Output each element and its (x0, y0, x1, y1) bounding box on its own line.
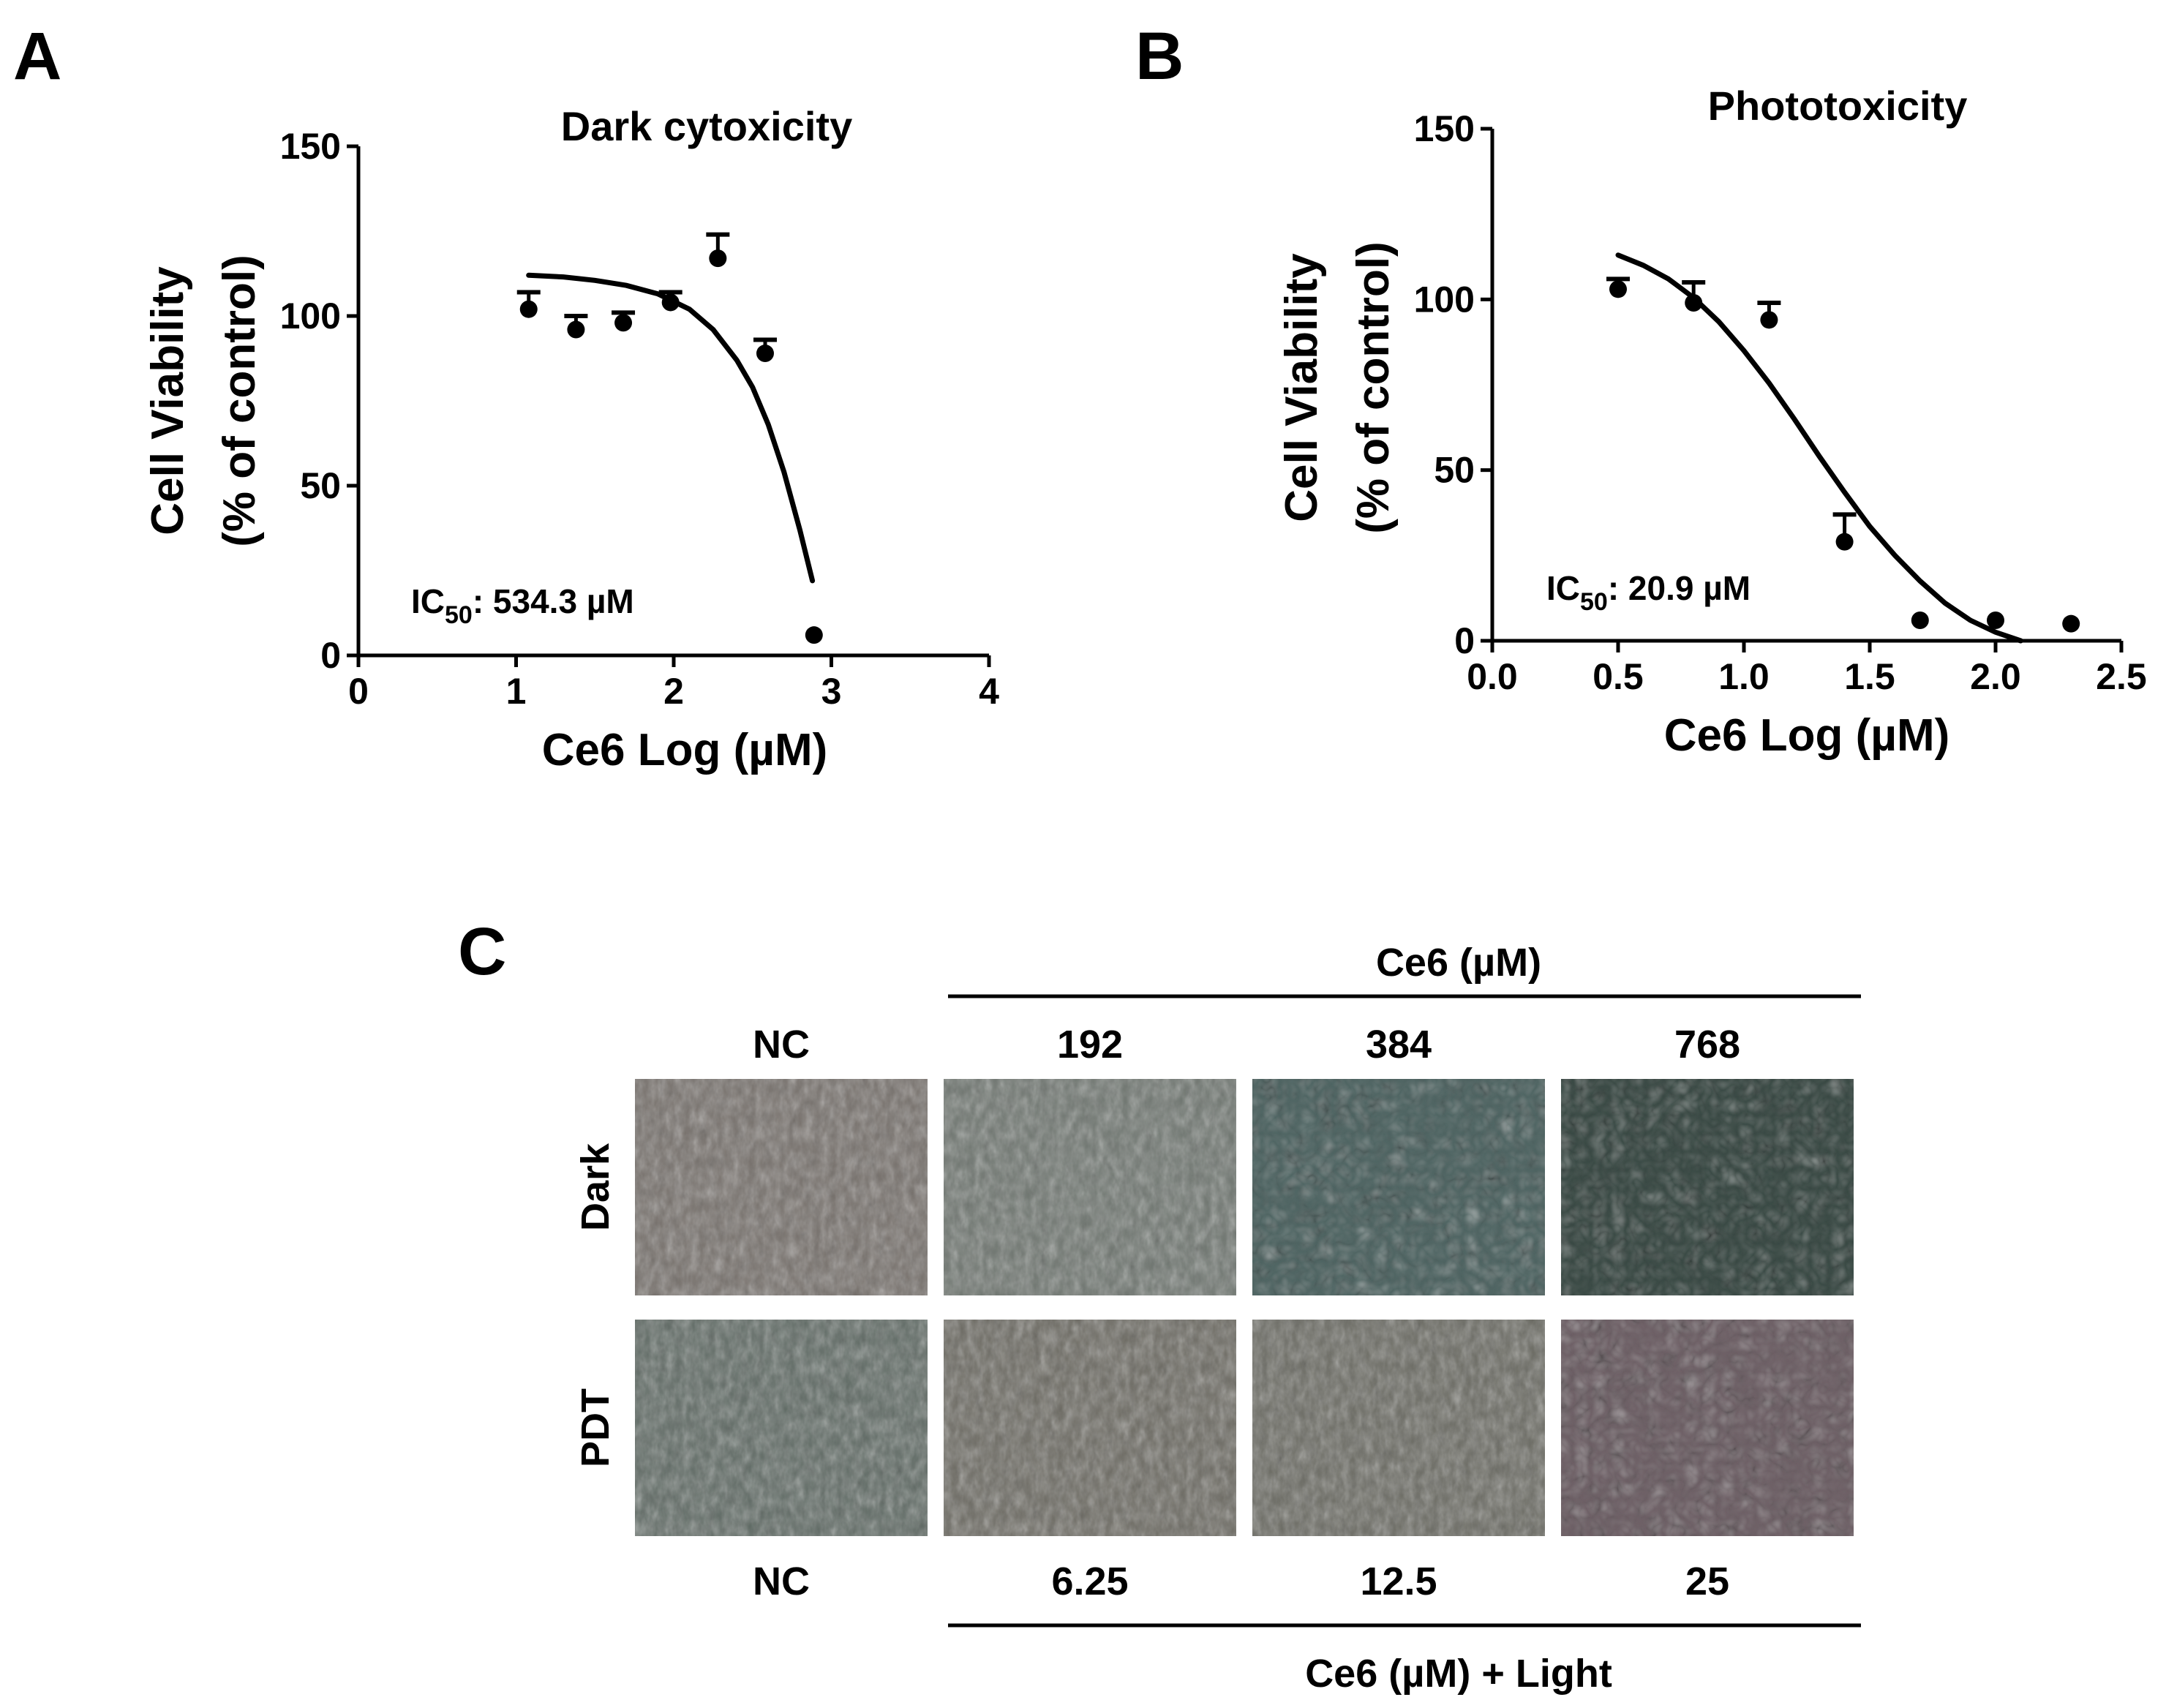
cell-texture (1252, 1079, 1545, 1295)
top-col-label-1: NC (753, 1023, 810, 1066)
ic50-prefix: IC (1546, 569, 1580, 607)
x-axis-label: Ce6 Log (µM) (542, 725, 827, 775)
x-tick-label: 1 (506, 671, 527, 712)
x-tick-label: 2.5 (2096, 656, 2147, 697)
micrograph-pdt-6-25 (944, 1320, 1236, 1536)
cell-texture (1252, 1320, 1545, 1536)
y-axis-label-line2: (% of control) (1348, 241, 1399, 534)
x-tick-label: 4 (979, 671, 999, 712)
data-point (1987, 612, 2004, 629)
top-col-label-2: 192 (1057, 1023, 1123, 1066)
x-tick-label: 0.5 (1592, 656, 1644, 697)
bottom-col-label-1: NC (753, 1560, 810, 1603)
micrograph-pdt-25 (1561, 1320, 1854, 1536)
ic50-subscript: 50 (445, 601, 473, 629)
micrograph-grid: Ce6 (µM) NC 192 384 768 Dark PDT (574, 941, 1861, 1696)
bottom-col-label-3: 12.5 (1360, 1560, 1437, 1603)
chart-title: Dark cytoxicity (561, 103, 852, 149)
panel-letter-b: B (1135, 19, 1184, 94)
y-tick-label: 0 (320, 635, 341, 676)
ic50-annotation: IC50: 20.9 µM (1546, 569, 1751, 616)
data-point (756, 345, 774, 363)
y-tick-label: 150 (1414, 108, 1475, 149)
top-col-label-3: 384 (1366, 1023, 1432, 1066)
ic50-value: : 20.9 µM (1608, 569, 1751, 607)
y-axis-label-line1: Cell Viability (1276, 253, 1327, 522)
panel-letter-a: A (13, 19, 61, 94)
x-tick-label: 1.0 (1718, 656, 1770, 697)
data-point (567, 320, 585, 339)
ic50-value: : 534.3 µM (473, 582, 634, 620)
cell-texture (635, 1079, 928, 1295)
chart-title: Phototoxicity (1708, 83, 1968, 129)
data-point (2062, 614, 2080, 633)
data-point (661, 293, 680, 312)
chart-phototoxicity: Phototoxicity 0 50 100 150 0.0 0.5 1.0 1.5 2.0 2… (1276, 83, 2147, 761)
ic50-subscript: 50 (1580, 588, 1608, 616)
cell-texture (944, 1079, 1236, 1295)
data-point (1609, 280, 1627, 298)
micrograph-dark-768 (1561, 1079, 1854, 1295)
micrograph-dark-192 (944, 1079, 1236, 1295)
micrograph-pdt-12-5 (1252, 1320, 1545, 1536)
micrograph-dark-384 (1252, 1079, 1545, 1295)
x-axis-label: Ce6 Log (µM) (1664, 710, 1949, 761)
row-label-dark: Dark (574, 1143, 617, 1231)
top-col-label-4: 768 (1674, 1023, 1740, 1066)
fit-curve (526, 272, 816, 584)
data-point (709, 249, 727, 268)
micrograph-pdt-nc (635, 1320, 928, 1536)
y-tick-label: 50 (300, 465, 341, 506)
cell-texture (1561, 1079, 1854, 1295)
fit-curve (1615, 252, 2023, 644)
cell-texture (944, 1320, 1236, 1536)
data-point (1685, 294, 1703, 312)
data-point (1835, 533, 1854, 551)
cell-texture (635, 1320, 928, 1536)
data-point (805, 626, 823, 644)
x-tick-label: 0.0 (1467, 656, 1518, 697)
y-tick-label: 0 (1454, 620, 1475, 661)
x-tick-label: 1.5 (1844, 656, 1895, 697)
y-tick-label: 150 (280, 126, 341, 167)
data-point (1911, 612, 1929, 629)
y-axis-label-line2: (% of control) (214, 255, 265, 547)
y-tick-label: 100 (280, 296, 341, 336)
top-group-label: Ce6 (µM) (1376, 941, 1541, 985)
ic50-prefix: IC (411, 582, 445, 620)
x-tick-label: 0 (348, 671, 369, 712)
data-point (519, 300, 538, 318)
x-tick-label: 3 (821, 671, 842, 712)
data-point (614, 314, 633, 332)
row-label-pdt: PDT (574, 1388, 617, 1467)
bottom-col-label-2: 6.25 (1051, 1560, 1128, 1603)
ic50-annotation: IC50: 534.3 µM (411, 582, 634, 629)
x-tick-label: 2 (663, 671, 684, 712)
data-point (1760, 311, 1778, 329)
micrograph-dark-nc (635, 1079, 928, 1295)
bottom-group-label: Ce6 (µM) + Light (1305, 1652, 1612, 1696)
y-tick-label: 100 (1414, 279, 1475, 320)
panel-letter-c: C (458, 914, 506, 989)
cell-texture (1561, 1320, 1854, 1536)
bottom-col-label-4: 25 (1685, 1560, 1729, 1603)
y-axis-label-line1: Cell Viability (143, 266, 193, 535)
y-tick-label: 50 (1434, 450, 1475, 491)
x-tick-label: 2.0 (1970, 656, 2021, 697)
